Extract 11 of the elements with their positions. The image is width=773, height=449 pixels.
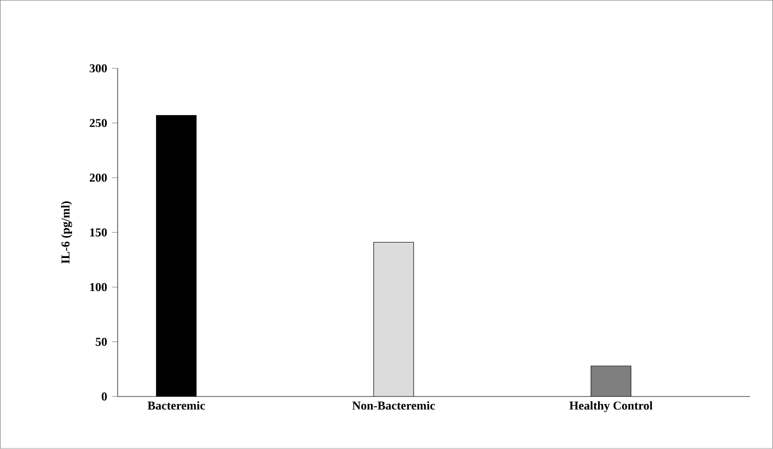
y-tick-label: 300: [90, 64, 107, 72]
y-tick-label: 50: [96, 338, 107, 346]
y-tick-label: 100: [90, 283, 107, 292]
x-tick-label: Bacteremic: [148, 401, 205, 410]
x-tick-label: Healthy Control: [569, 401, 653, 412]
y-tick-label: 200: [90, 174, 107, 182]
y-tick-label: 0: [102, 392, 107, 401]
y-tick-label: 250: [90, 119, 107, 128]
y-tick-label: 150: [90, 228, 107, 237]
y-axis-title: IL-6 (pg/ml): [61, 202, 72, 264]
x-tick-label: Non-Bacteremic: [352, 401, 435, 410]
